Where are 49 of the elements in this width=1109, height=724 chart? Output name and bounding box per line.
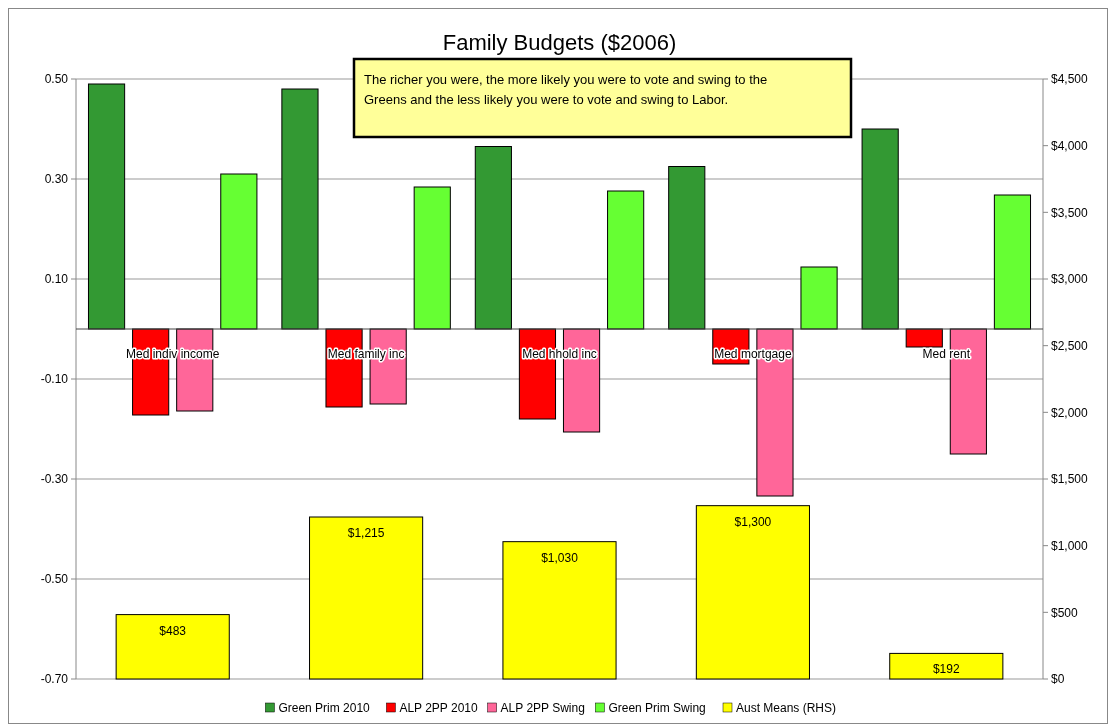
y2-tick-label: $500 — [1051, 605, 1079, 620]
y-tick-label: 0.10 — [44, 272, 69, 287]
bar — [281, 88, 319, 330]
y2-tick-label: $2,000 — [1051, 405, 1089, 420]
legend-label: ALP 2PP Swing — [500, 701, 585, 715]
y-tick-label: -0.70 — [40, 672, 69, 687]
legend-label: Green Prim Swing — [608, 701, 706, 715]
data-label: $1,030 — [541, 550, 579, 565]
y2-tick-label: $1,500 — [1051, 472, 1089, 487]
bar — [695, 505, 810, 680]
bar — [668, 166, 706, 330]
bar — [220, 173, 258, 330]
bar — [502, 541, 617, 680]
x-tick-label: Med hhold inc — [522, 347, 597, 361]
bar — [115, 614, 230, 680]
y-tick-label: -0.10 — [40, 372, 69, 387]
bar — [87, 83, 126, 330]
y-tick-label: -0.30 — [40, 472, 69, 487]
x-tick-label: Med family inc — [327, 347, 405, 361]
data-label: $1,215 — [347, 526, 385, 540]
bar — [993, 194, 1032, 330]
y2-tick-label: $0 — [1051, 672, 1065, 687]
bar — [413, 186, 451, 330]
bar — [800, 266, 838, 330]
bar — [474, 146, 512, 330]
legend-label: Green Prim 2010 — [278, 701, 371, 715]
y2-tick-label: $2,500 — [1051, 338, 1089, 353]
bar — [861, 128, 899, 330]
y-tick-label: 0.30 — [44, 172, 69, 187]
bar — [905, 328, 943, 348]
legend-label: ALP 2PP 2010 — [399, 701, 479, 715]
bar — [949, 328, 987, 455]
chart-title: Family Budgets ($2006) — [442, 30, 677, 55]
data-label: $1,300 — [734, 514, 772, 529]
data-label: $483 — [159, 623, 187, 638]
data-label: $192 — [932, 662, 960, 677]
y2-tick-label: $4,000 — [1051, 138, 1089, 153]
y2-tick-label: $1,000 — [1051, 538, 1089, 553]
y-tick-label: 0.50 — [44, 72, 69, 87]
bar — [309, 516, 424, 680]
y2-tick-label: $4,500 — [1051, 72, 1089, 87]
note-box: The richer you were, the more likely you were to vote and swing to the Greens and the less likely you were to vote and swing to Labor. — [352, 57, 853, 139]
y2-tick-label: $3,000 — [1051, 272, 1089, 287]
bar — [889, 652, 1004, 680]
legend-label: Aust Means (RHS) — [736, 701, 837, 715]
y2-tick-label: $3,500 — [1051, 205, 1089, 220]
bar — [607, 190, 645, 330]
annotation: The richer you were, the more likely you were to vote and swing to the Greens and the less likely you were to vote and swing to Labor. — [364, 72, 768, 107]
y-tick-label: -0.50 — [40, 572, 69, 587]
